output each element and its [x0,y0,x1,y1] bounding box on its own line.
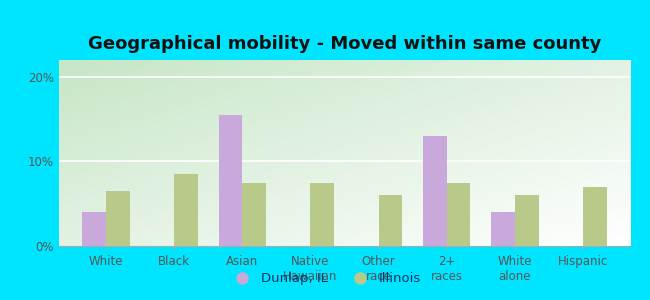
Bar [311,183,334,246]
Bar [174,174,198,246]
Bar [242,183,266,246]
Bar [218,115,242,246]
Bar [491,212,515,246]
Title: Geographical mobility - Moved within same county: Geographical mobility - Moved within sam… [88,35,601,53]
Bar [447,183,471,246]
Bar [378,195,402,246]
Bar [422,136,447,246]
Bar [515,195,539,246]
Bar [83,212,106,246]
Legend: Dunlap, IL, Illinois: Dunlap, IL, Illinois [224,267,426,290]
Bar [583,187,606,246]
Bar [106,191,130,246]
